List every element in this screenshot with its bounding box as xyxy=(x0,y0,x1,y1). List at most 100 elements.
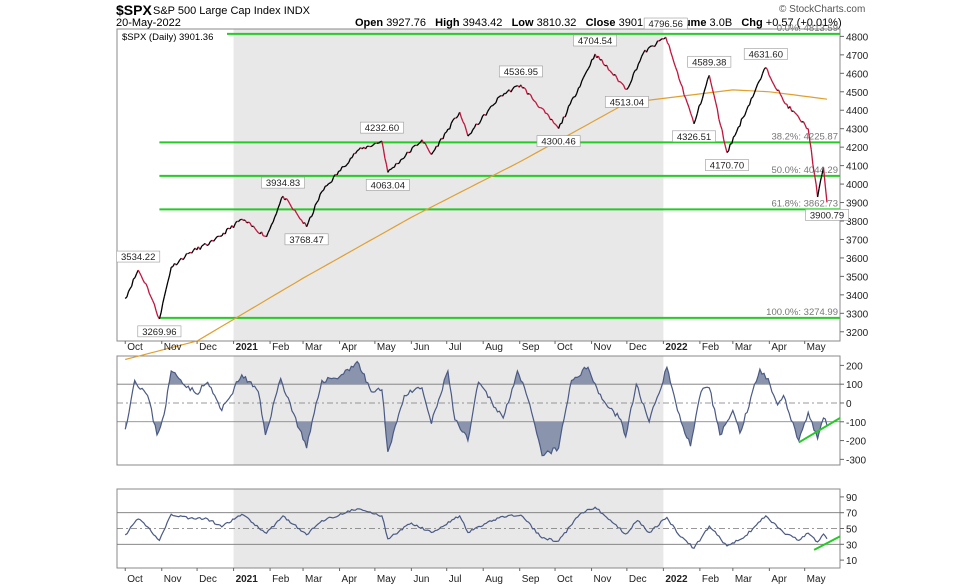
price-segment xyxy=(137,269,141,274)
fib-level-label: 38.2%: 4225.87 xyxy=(771,131,838,142)
price-segment xyxy=(716,108,720,120)
price-segment xyxy=(641,52,644,57)
price-segment xyxy=(533,100,536,103)
price-segment xyxy=(294,209,298,214)
price-segment xyxy=(698,103,702,107)
fib-level-label: 61.8%: 3862.73 xyxy=(771,198,838,209)
price-segment xyxy=(287,200,291,205)
price-segment xyxy=(757,80,760,85)
price-annotation-box xyxy=(365,179,410,191)
price-segment xyxy=(701,91,705,99)
price-segment xyxy=(584,70,588,75)
x-tick-label: Feb xyxy=(272,574,290,585)
fib-level-label: 100.0%: 3274.99 xyxy=(766,307,838,318)
price-segment xyxy=(796,114,799,117)
price-segment xyxy=(189,251,192,254)
price-segment xyxy=(616,77,620,82)
price-segment xyxy=(721,129,725,140)
x-tick-label: May xyxy=(807,342,826,353)
price-segment xyxy=(142,279,146,284)
price-segment xyxy=(589,59,593,66)
price-segment xyxy=(715,102,718,110)
price-segment xyxy=(495,97,499,104)
price-segment xyxy=(581,77,585,82)
price-segment xyxy=(794,112,798,116)
x-tick-label: May xyxy=(807,574,826,585)
price-segment xyxy=(693,118,697,125)
price-segment xyxy=(219,235,223,238)
price-segment xyxy=(360,147,363,150)
price-segment xyxy=(265,232,269,237)
price-segment xyxy=(439,138,442,142)
price-segment xyxy=(452,117,456,121)
x-tick-label: Nov xyxy=(594,574,612,585)
price-segment xyxy=(158,312,162,320)
price-segment xyxy=(264,235,267,238)
price-segment xyxy=(771,81,775,85)
price-segment xyxy=(270,221,274,225)
price-segment xyxy=(424,142,428,147)
price-segment xyxy=(126,291,130,298)
price-segment xyxy=(432,149,436,153)
price-annotation-label: 4063.04 xyxy=(371,180,405,191)
price-segment xyxy=(274,213,277,218)
x-tick-label: Mar xyxy=(735,342,753,353)
price-segment xyxy=(810,149,814,165)
price-y-tick-label: 3300 xyxy=(846,309,869,320)
price-segment xyxy=(696,105,700,114)
price-segment xyxy=(770,77,773,82)
price-segment xyxy=(778,89,781,95)
x-tick-label: Jun xyxy=(413,574,429,585)
price-segment xyxy=(416,143,420,146)
price-segment xyxy=(639,55,643,62)
price-y-tick-label: 3600 xyxy=(846,254,869,265)
price-segment xyxy=(167,275,171,283)
price-segment xyxy=(203,242,206,246)
price-segment xyxy=(148,293,152,298)
price-segment xyxy=(750,96,754,100)
price-segment xyxy=(248,221,251,224)
price-segment xyxy=(528,93,532,96)
price-annotation-label: 3768.47 xyxy=(289,235,323,246)
x-tick-label: Feb xyxy=(702,342,720,353)
price-segment xyxy=(437,140,441,147)
price-segment xyxy=(666,42,670,46)
x-tick-label: Oct xyxy=(557,342,573,353)
price-segment xyxy=(333,174,336,178)
price-segment xyxy=(579,80,583,87)
price-segment xyxy=(470,129,474,134)
symbol-title: $SPX xyxy=(116,2,152,18)
fib-level-label: 50.0%: 4044.29 xyxy=(771,165,838,176)
price-segment xyxy=(382,148,386,159)
price-segment xyxy=(302,222,306,225)
price-segment xyxy=(637,60,641,65)
exchange-label: INDX xyxy=(283,5,310,17)
price-segment xyxy=(238,219,241,223)
rsi-y-tick-label: 50 xyxy=(846,525,858,536)
price-segment xyxy=(473,123,477,128)
cci-pane-frame xyxy=(116,355,841,466)
price-segment xyxy=(686,102,690,108)
price-segment xyxy=(500,94,503,97)
cci-y-tick-label: 200 xyxy=(846,361,863,372)
x-tick-label: Sep xyxy=(522,574,540,585)
price-segment xyxy=(150,296,154,301)
price-segment xyxy=(576,87,580,94)
price-segment xyxy=(455,115,459,119)
moving-average-line xyxy=(125,89,828,361)
price-segment xyxy=(708,75,712,83)
price-segment xyxy=(387,169,391,173)
price-y-tick-label: 4700 xyxy=(846,51,869,62)
price-y-tick-label: 4300 xyxy=(846,125,869,136)
price-annotation-box xyxy=(573,34,617,47)
x-tick-label: May xyxy=(377,342,396,353)
stockcharts-credit: © StockCharts.com xyxy=(779,4,866,15)
price-segment xyxy=(675,67,679,73)
price-annotation-box xyxy=(116,250,161,263)
price-segment xyxy=(131,279,134,287)
price-segment xyxy=(478,119,482,124)
price-segment xyxy=(326,183,330,187)
price-y-tick-label: 3200 xyxy=(846,328,869,339)
price-y-tick-label: 4100 xyxy=(846,162,869,173)
